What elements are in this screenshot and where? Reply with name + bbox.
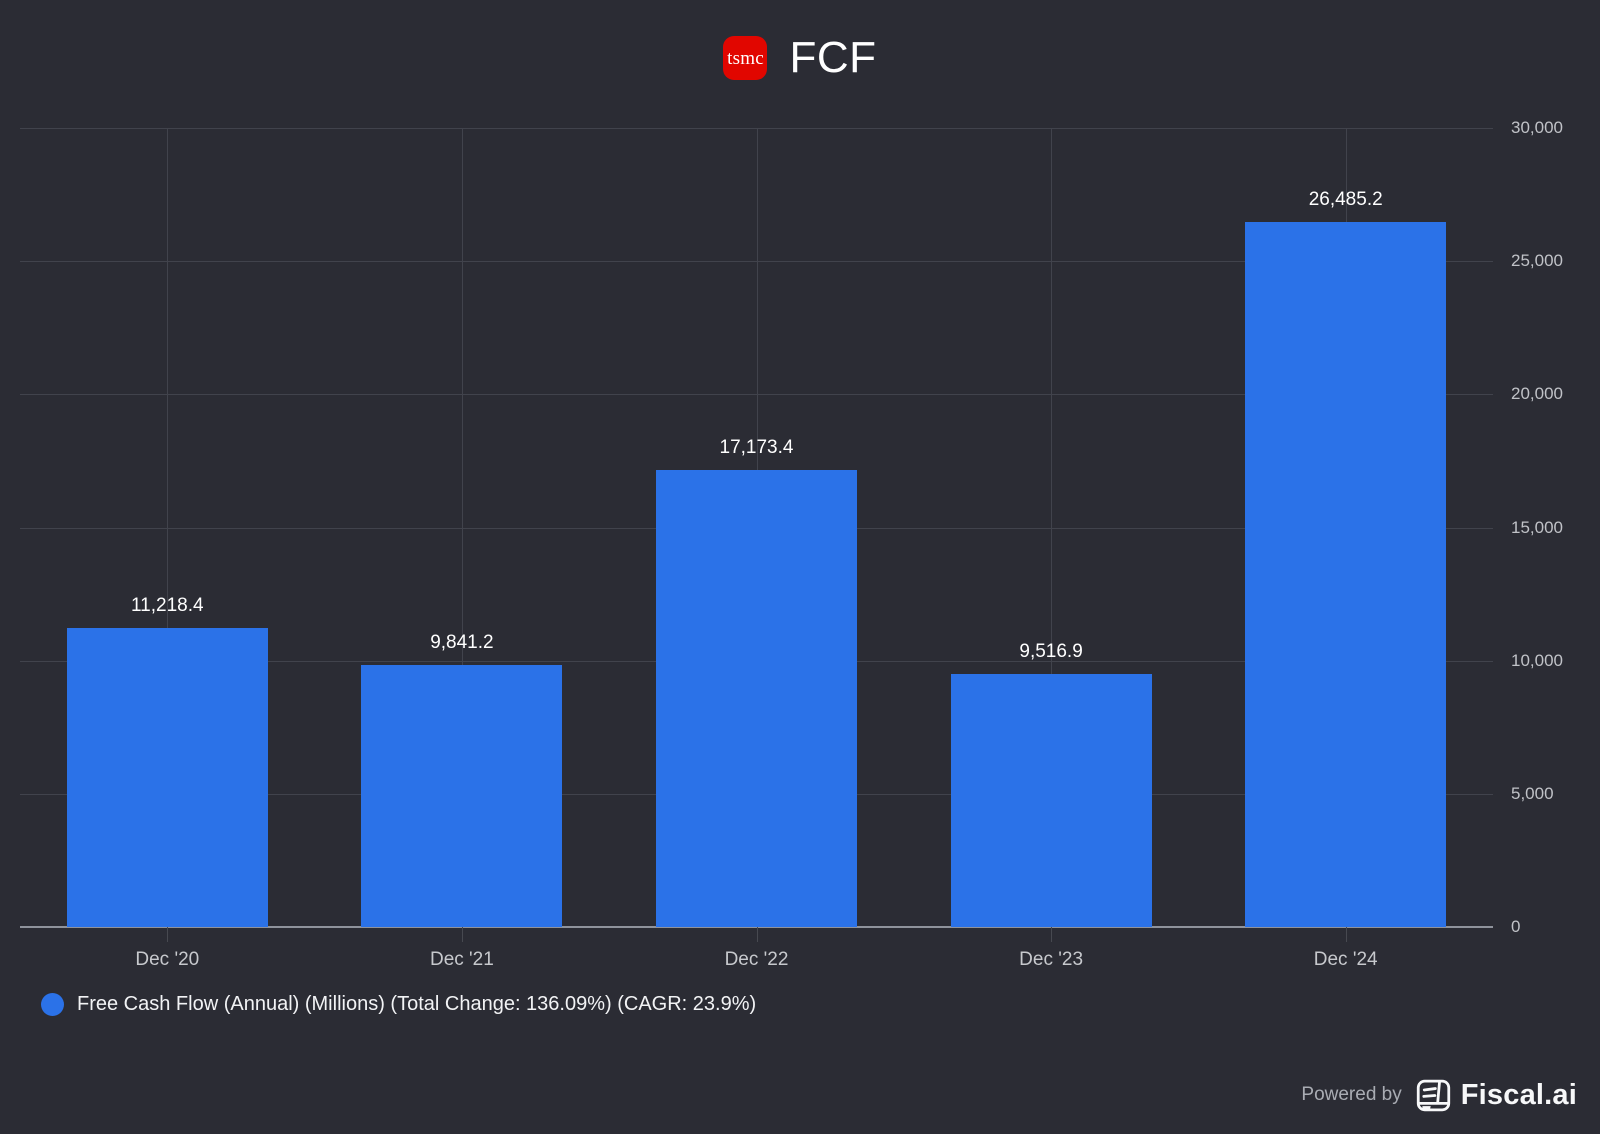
x-axis-label: Dec '20 — [135, 949, 200, 970]
x-axis-tick — [756, 927, 758, 942]
v-gridline — [461, 128, 463, 927]
x-axis-tick — [461, 927, 463, 942]
y-axis-label: 10,000 — [1511, 650, 1563, 670]
x-axis-tick — [167, 927, 169, 942]
v-gridline — [167, 128, 169, 927]
x-axis-label: Dec '24 — [1313, 949, 1378, 970]
x-axis-tick — [1345, 927, 1347, 942]
y-axis-label: 30,000 — [1511, 118, 1563, 137]
x-axis-label: Dec '21 — [429, 949, 494, 970]
bar-value-label: 11,218.4 — [131, 595, 204, 617]
fiscal-ai-link[interactable]: Fiscal.ai — [1415, 1077, 1577, 1114]
powered-by-text: Powered by — [1301, 1084, 1402, 1105]
tsmc-logo-icon: tsmc — [723, 36, 768, 80]
page-title: FCF — [789, 33, 877, 82]
bar-value-label: 9,516.9 — [1019, 640, 1083, 662]
fiscal-ai-wordmark: Fiscal.ai — [1460, 1078, 1577, 1111]
y-axis-label: 25,000 — [1511, 251, 1563, 271]
bar-dec21[interactable] — [361, 664, 563, 927]
bar-value-label: 26,485.2 — [1308, 188, 1383, 210]
x-axis-label: Dec '23 — [1019, 949, 1084, 970]
x-axis-label: Dec '22 — [724, 949, 789, 970]
legend-marker-icon — [41, 992, 64, 1016]
chart-header: tsmc FCF — [0, 34, 1600, 82]
bar-dec20[interactable] — [66, 628, 268, 927]
y-axis-label: 20,000 — [1511, 384, 1563, 404]
bar-dec24[interactable] — [1245, 221, 1447, 927]
y-axis-label: 0 — [1511, 917, 1521, 936]
y-axis-label: 5,000 — [1511, 783, 1554, 803]
bar-value-label: 17,173.4 — [719, 436, 794, 458]
bar-value-label: 9,841.2 — [430, 631, 494, 653]
bar-dec23[interactable] — [950, 673, 1152, 927]
bar-dec22[interactable] — [656, 469, 857, 927]
tsmc-logo-text: tsmc — [727, 48, 764, 69]
plot-area: 11,218.4 Dec '20 9,841.2 Dec '21 17,173.4 Dec… — [20, 128, 1493, 970]
v-gridline — [1051, 128, 1053, 927]
legend-label: Free Cash Flow (Annual) (Millions) (Tota… — [77, 992, 757, 1015]
legend-item-fcf[interactable]: Free Cash Flow (Annual) (Millions) (Tota… — [41, 990, 756, 1018]
y-axis-label: 15,000 — [1511, 517, 1563, 537]
footer: Powered by Fiscal.ai — [1301, 1072, 1577, 1118]
x-axis-tick — [1051, 927, 1053, 942]
fiscal-ai-logo-icon — [1416, 1079, 1450, 1111]
